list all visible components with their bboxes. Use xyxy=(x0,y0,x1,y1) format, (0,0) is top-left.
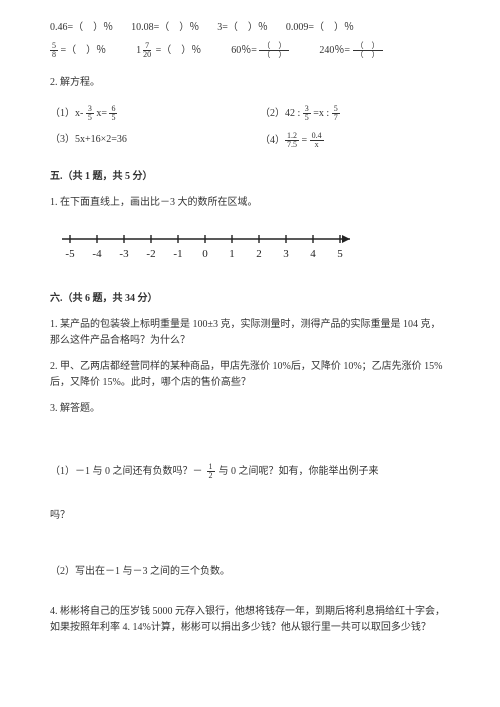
q6-3: 3. 解答题。 xyxy=(50,401,450,417)
eq-2: （2）42 : 35 =x : 57 xyxy=(260,105,450,122)
expr-b: 10.08=（ ）％ xyxy=(131,20,199,36)
svg-text:0: 0 xyxy=(202,248,208,260)
section-5-heading: 五.（共 1 题，共 5 分） xyxy=(50,169,450,185)
svg-text:-5: -5 xyxy=(65,248,75,260)
eq-3: （3）5x+16×2=36 xyxy=(50,132,240,149)
svg-text:-4: -4 xyxy=(92,248,102,260)
eq-4: （4）1.27.5 = 0.4x xyxy=(260,132,450,149)
expr-a: 0.46=（ ）％ xyxy=(50,20,113,36)
expr-5-8: 58 =（ ）％ xyxy=(50,42,106,59)
percent-row-2: 58 =（ ）％ 1720 =（ ）％ 60％= （ ）（ ） 240％= （ … xyxy=(50,42,450,59)
expr-1-7-20: 1720 =（ ）％ xyxy=(136,42,201,59)
q6-2: 2. 甲、乙两店都经营同样的某种商品，甲店先涨价 10%后，又降价 10%；乙店… xyxy=(50,359,450,391)
q6-4: 4. 彬彬将自己的压岁钱 5000 元存入银行，他想将钱存一年，到期后将利息捐给… xyxy=(50,604,450,636)
svg-text:2: 2 xyxy=(256,248,262,260)
q6-1: 1. 某产品的包装袋上标明重量是 100±3 克，实际测量时，测得产品的实际重量… xyxy=(50,317,450,349)
q5-1: 1. 在下面直线上，画出比－3 大的数所在区域。 xyxy=(50,195,450,211)
section-6-heading: 六.（共 6 题，共 34 分） xyxy=(50,291,450,307)
eq-1: （1）x- 35 x= 65 xyxy=(50,105,240,122)
expr-d: 0.009=（ ）％ xyxy=(286,20,354,36)
solve-equations-label: 2. 解方程。 xyxy=(50,75,450,91)
expr-c: 3=（ ）％ xyxy=(217,20,268,36)
svg-text:5: 5 xyxy=(337,248,343,260)
number-line: -5 -4 -3 -2 -1 0 1 2 3 4 5 xyxy=(50,225,450,273)
q6-3-2: （2）写出在－1 与－3 之间的三个负数。 xyxy=(50,564,450,580)
q6-3-1c: 吗？ xyxy=(50,508,450,524)
svg-text:1: 1 xyxy=(229,248,235,260)
svg-text:-2: -2 xyxy=(146,248,155,260)
svg-text:-1: -1 xyxy=(173,248,182,260)
svg-text:3: 3 xyxy=(283,248,289,260)
expr-240pct: 240％= （ ）（ ） xyxy=(319,42,382,59)
equation-grid: （1）x- 35 x= 65 （2）42 : 35 =x : 57 （3）5x+… xyxy=(50,105,450,149)
q6-3-1: （1）－1 与 0 之间还有负数吗？－ 12 与 0 之间呢？如有，你能举出例子… xyxy=(50,463,450,480)
svg-text:-3: -3 xyxy=(119,248,129,260)
svg-text:4: 4 xyxy=(310,248,316,260)
expr-60pct: 60％= （ ）（ ） xyxy=(231,42,289,59)
percent-row-1: 0.46=（ ）％ 10.08=（ ）％ 3=（ ）％ 0.009=（ ）％ xyxy=(50,20,450,36)
